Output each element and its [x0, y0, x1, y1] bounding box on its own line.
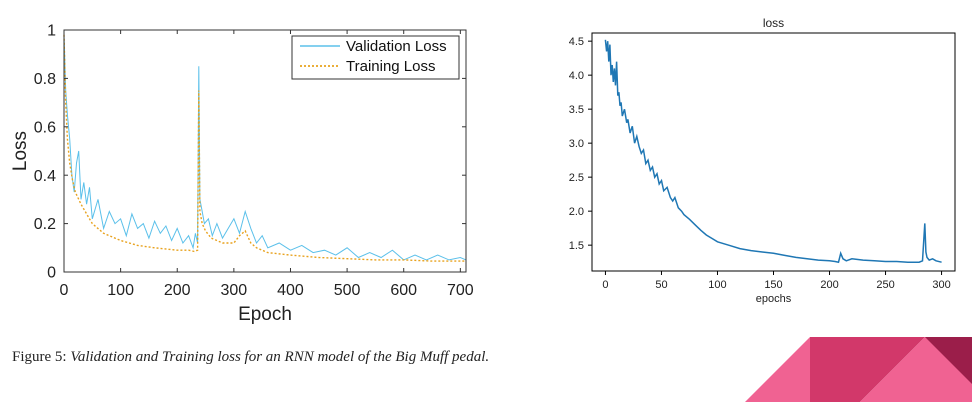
- left-legend-box: [291, 35, 460, 80]
- left-x-tick-label-0: 0: [60, 282, 69, 299]
- left-legend-label-1: Training Loss: [346, 58, 436, 75]
- left-y-tick-label-0: 0: [47, 265, 56, 282]
- left-y-tick-label-1: 0.2: [34, 216, 56, 233]
- caption-text: Validation and Training loss for an RNN …: [70, 349, 490, 365]
- left-x-tick-label-5: 500: [334, 282, 361, 299]
- left-x-axis-label: Epoch: [238, 304, 292, 325]
- left-axes-frame: [63, 29, 467, 273]
- deco-band-middle: [810, 337, 925, 402]
- deco-triangle-dark: [925, 337, 972, 384]
- left-x-tick-label-1: 100: [107, 282, 134, 299]
- left-x-tick-label-3: 300: [221, 282, 248, 299]
- right-y-tick-label-3: 3.0: [569, 138, 584, 150]
- right-x-tick-label-5: 250: [876, 279, 894, 291]
- left-x-tick-label-4: 400: [277, 282, 304, 299]
- validation-training-loss-chart: 0 100 200 300 400 500 600 700 0 0.2 0.4 0.6 0.8 1 Epoc…: [10, 23, 474, 325]
- left-x-tick-label-2: 200: [164, 282, 191, 299]
- caption-prefix: Figure 5:: [12, 349, 71, 365]
- left-x-tick-label-7: 700: [447, 282, 474, 299]
- right-x-tick-label-4: 200: [820, 279, 838, 291]
- left-y-tick-label-5: 1: [47, 23, 56, 40]
- left-y-tick-label-3: 0.6: [34, 119, 56, 136]
- right-x-axis-label: epochs: [756, 293, 792, 305]
- right-x-tick-label-6: 300: [932, 279, 950, 291]
- right-x-tick-label-2: 100: [708, 279, 726, 291]
- left-y-tick-label-4: 0.8: [34, 71, 56, 88]
- right-chart-title: loss: [763, 16, 784, 30]
- left-series-line-1: [63, 34, 466, 262]
- left-series-line-0: [63, 34, 467, 261]
- right-x-tick-label-1: 50: [655, 279, 667, 291]
- left-legend-label-0: Validation Loss: [346, 38, 447, 55]
- right-y-tick-label-2: 2.5: [569, 172, 584, 184]
- loss-epochs-chart: 0 50 100 150 200 250 300 1.5 2.0 2.5 3.0 3.5 4.0 4.5 e…: [569, 16, 956, 305]
- right-y-tick-label-5: 4.0: [569, 70, 584, 82]
- left-y-tick-label-2: 0.4: [34, 168, 56, 185]
- right-y-tick-label-1: 2.0: [569, 206, 584, 218]
- right-y-tick-label-4: 3.5: [569, 104, 584, 116]
- left-y-axis-label: Loss: [10, 131, 31, 171]
- deco-triangle-left: [745, 337, 810, 402]
- right-x-tick-label-3: 150: [764, 279, 782, 291]
- left-x-tick-label-6: 600: [390, 282, 417, 299]
- right-y-tick-label-0: 1.5: [569, 240, 584, 252]
- figure-caption: Figure 5: Validation and Training loss f…: [12, 348, 512, 366]
- right-x-tick-label-0: 0: [602, 279, 608, 291]
- right-y-tick-label-6: 4.5: [569, 36, 584, 48]
- right-series-line-0: [604, 39, 942, 264]
